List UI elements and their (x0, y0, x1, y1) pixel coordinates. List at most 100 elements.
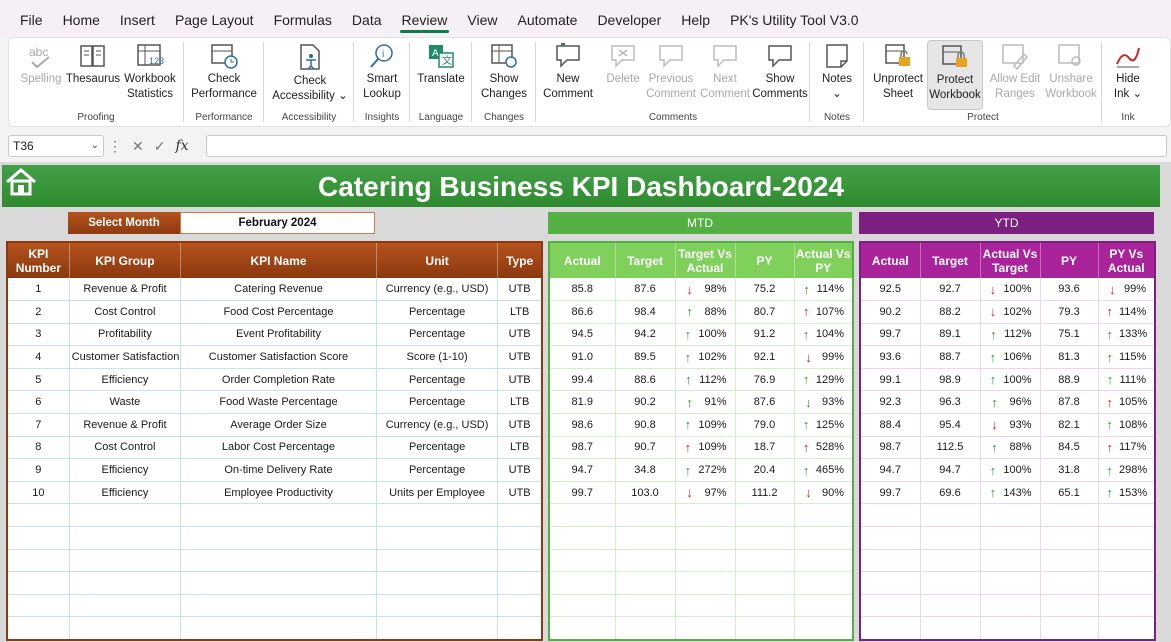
empty-cell[interactable] (376, 616, 499, 640)
empty-cell[interactable] (735, 616, 795, 640)
empty-cell[interactable] (7, 549, 70, 573)
empty-cell[interactable] (376, 594, 499, 618)
mtd-py-cell[interactable]: 91.2 (735, 323, 795, 347)
ytd-py-vs-actual-cell[interactable]: ↑ 117% (1098, 436, 1156, 460)
empty-cell[interactable] (180, 526, 377, 550)
menu-file[interactable]: File (20, 12, 43, 28)
unshare-workbook-button[interactable]: Unshare Workbook (1043, 40, 1099, 102)
ytd-actual-vs-target-cell[interactable]: ↓ 93% (980, 413, 1041, 437)
unit-cell[interactable]: Percentage (376, 368, 499, 392)
empty-cell[interactable] (7, 616, 70, 640)
empty-cell[interactable] (497, 616, 543, 640)
mtd-actual-vs-py-cell[interactable]: ↑ 125% (794, 413, 854, 437)
mtd-actual-cell[interactable]: 98.6 (549, 413, 616, 437)
mtd-actual-cell[interactable]: 85.8 (549, 278, 616, 302)
empty-cell[interactable] (1098, 503, 1156, 528)
ytd-py-cell[interactable]: 81.3 (1040, 345, 1099, 369)
ytd-actual-cell[interactable]: 92.3 (860, 390, 921, 415)
kpi-group-cell[interactable]: Efficiency (69, 481, 182, 505)
ytd-py-vs-actual-cell[interactable]: ↑ 298% (1098, 458, 1156, 482)
ytd-actual-vs-target-cell[interactable]: ↑ 100% (980, 368, 1041, 392)
select-month-dropdown[interactable]: February 2024 (180, 212, 375, 234)
unit-cell[interactable]: Currency (e.g., USD) (376, 278, 499, 302)
mtd-actual-cell[interactable]: 94.5 (549, 323, 616, 347)
type-cell[interactable]: UTB (497, 278, 543, 302)
menu-view[interactable]: View (467, 12, 498, 28)
ytd-py-cell[interactable]: 87.8 (1040, 390, 1099, 415)
empty-cell[interactable] (920, 616, 981, 640)
ytd-py-vs-actual-cell[interactable]: ↑ 108% (1098, 413, 1156, 437)
previous-comment-button[interactable]: Previous Comment (643, 40, 699, 102)
empty-cell[interactable] (1098, 549, 1156, 573)
menu-insert[interactable]: Insert (119, 12, 155, 28)
mtd-py-cell[interactable]: 75.2 (735, 278, 795, 302)
kpi-name-cell[interactable]: Catering Revenue (180, 278, 377, 302)
mtd-py-cell[interactable]: 87.6 (735, 390, 795, 415)
menu-formulas[interactable]: Formulas (273, 12, 332, 28)
empty-cell[interactable] (69, 616, 182, 640)
kpi-group-cell[interactable]: Customer Satisfaction (69, 345, 182, 369)
empty-cell[interactable] (675, 571, 736, 595)
empty-cell[interactable] (1040, 549, 1099, 573)
delete-comment-button[interactable]: Delete (599, 40, 647, 87)
ytd-actual-vs-target-cell[interactable]: ↑ 100% (980, 458, 1041, 482)
mtd-target-vs-actual-cell[interactable]: ↑ 109% (675, 436, 736, 460)
ytd-py-cell[interactable]: 88.9 (1040, 368, 1099, 392)
empty-cell[interactable] (7, 503, 70, 528)
mtd-py-cell[interactable]: 92.1 (735, 345, 795, 369)
formula-input[interactable] (206, 135, 1167, 157)
unprotect-sheet-button[interactable]: Unprotect Sheet (869, 40, 927, 102)
empty-cell[interactable] (920, 594, 981, 618)
mtd-target-cell[interactable]: 89.5 (615, 345, 676, 369)
home-icon[interactable] (4, 167, 38, 197)
empty-cell[interactable] (980, 571, 1041, 595)
ytd-py-cell[interactable]: 31.8 (1040, 458, 1099, 482)
empty-cell[interactable] (549, 571, 616, 595)
empty-cell[interactable] (69, 503, 182, 528)
unit-cell[interactable]: Currency (e.g., USD) (376, 413, 499, 437)
ytd-actual-vs-target-cell[interactable]: ↑ 143% (980, 481, 1041, 505)
unit-cell[interactable]: Percentage (376, 436, 499, 460)
mtd-target-cell[interactable]: 88.6 (615, 368, 676, 392)
ytd-target-cell[interactable]: 89.1 (920, 323, 981, 347)
ytd-actual-cell[interactable]: 98.7 (860, 436, 921, 460)
empty-cell[interactable] (497, 526, 543, 550)
kpi-number-cell[interactable]: 6 (7, 390, 70, 415)
menu-pk-utility[interactable]: PK's Utility Tool V3.0 (730, 12, 859, 28)
ytd-py-cell[interactable]: 65.1 (1040, 481, 1099, 505)
ytd-py-cell[interactable]: 84.5 (1040, 436, 1099, 460)
empty-cell[interactable] (497, 571, 543, 595)
empty-cell[interactable] (7, 526, 70, 550)
kpi-name-cell[interactable]: Customer Satisfaction Score (180, 345, 377, 369)
ytd-target-cell[interactable]: 112.5 (920, 436, 981, 460)
type-cell[interactable]: UTB (497, 323, 543, 347)
ytd-actual-vs-target-cell[interactable]: ↑ 112% (980, 323, 1041, 347)
menu-page-layout[interactable]: Page Layout (174, 12, 254, 28)
mtd-target-vs-actual-cell[interactable]: ↓ 98% (675, 278, 736, 302)
empty-cell[interactable] (860, 571, 921, 595)
ytd-actual-cell[interactable]: 94.7 (860, 458, 921, 482)
empty-cell[interactable] (920, 503, 981, 528)
type-cell[interactable]: LTB (497, 390, 543, 415)
ytd-actual-vs-target-cell[interactable]: ↓ 100% (980, 278, 1041, 302)
show-changes-button[interactable]: Show Changes (475, 40, 533, 102)
mtd-actual-vs-py-cell[interactable]: ↑ 107% (794, 300, 854, 324)
empty-cell[interactable] (497, 594, 543, 618)
empty-cell[interactable] (735, 526, 795, 550)
kpi-group-cell[interactable]: Efficiency (69, 458, 182, 482)
empty-cell[interactable] (615, 594, 676, 618)
empty-cell[interactable] (1040, 616, 1099, 640)
kpi-group-cell[interactable]: Efficiency (69, 368, 182, 392)
ytd-py-vs-actual-cell[interactable]: ↑ 111% (1098, 368, 1156, 392)
empty-cell[interactable] (1040, 571, 1099, 595)
type-cell[interactable]: LTB (497, 300, 543, 324)
unit-cell[interactable]: Percentage (376, 300, 499, 324)
ytd-target-cell[interactable]: 69.6 (920, 481, 981, 505)
ytd-actual-cell[interactable]: 93.6 (860, 345, 921, 369)
mtd-actual-vs-py-cell[interactable]: ↓ 93% (794, 390, 854, 415)
empty-cell[interactable] (860, 549, 921, 573)
menu-help[interactable]: Help (681, 12, 711, 28)
kpi-name-cell[interactable]: Event Profitability (180, 323, 377, 347)
kpi-number-cell[interactable]: 10 (7, 481, 70, 505)
empty-cell[interactable] (1040, 503, 1099, 528)
